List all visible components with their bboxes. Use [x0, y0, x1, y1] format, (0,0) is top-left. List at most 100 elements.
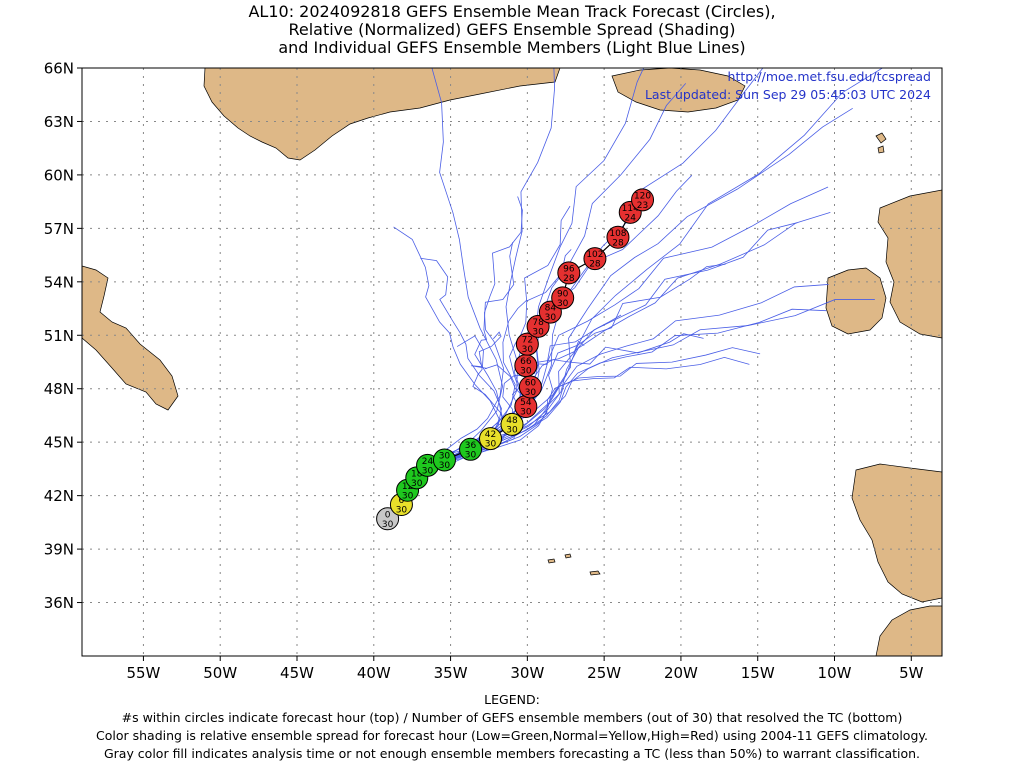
member-count-label: 28 — [563, 274, 575, 284]
legend-line-1: #s within circles indicate forecast hour… — [121, 710, 903, 725]
greenland-landmass — [203, 68, 561, 161]
forecast-hour-label: 72 — [522, 336, 533, 346]
forecast-hour-label: 102 — [586, 250, 603, 260]
member-count-label: 30 — [545, 313, 557, 323]
forecast-hour-label: 108 — [609, 229, 626, 239]
member-count-label: 28 — [612, 238, 624, 248]
last-updated-text: Last updated: Sun Sep 29 05:45:03 UTC 20… — [644, 87, 931, 102]
lon-tick-label: 10W — [818, 664, 852, 682]
forecast-hour-label: 42 — [485, 430, 496, 440]
forecast-hour-label: 120 — [634, 191, 651, 201]
forecast-hour-label: 12 — [402, 482, 413, 492]
member-count-label: 30 — [522, 345, 534, 355]
forecast-circle — [631, 188, 655, 212]
forecast-hour-label: 24 — [422, 457, 434, 467]
lon-tick-label: 15W — [741, 664, 775, 682]
member-count-label: 30 — [557, 299, 569, 309]
iberia-landmass — [851, 463, 942, 603]
title-line-1: AL10: 2024092818 GEFS Ensemble Mean Trac… — [248, 2, 776, 21]
lat-tick-label: 60N — [44, 166, 74, 184]
lat-tick-label: 66N — [44, 60, 74, 78]
member-count-label: 30 — [422, 466, 434, 476]
forecast-hour-label: 60 — [525, 378, 537, 388]
lon-tick-label: 5W — [899, 664, 924, 682]
latitude-labels: 66N 63N 60N 57N 54N 51N 48N 45N 42N 39N 36N — [44, 60, 82, 612]
forecast-circle — [515, 332, 539, 356]
member-count-label: 30 — [382, 520, 394, 530]
ireland-landmass — [825, 267, 887, 335]
forecast-hour-label: 30 — [439, 452, 451, 462]
forecast-circle — [459, 437, 483, 461]
lat-tick-label: 57N — [44, 220, 74, 238]
lat-tick-label: 39N — [44, 541, 74, 559]
member-count-label: 30 — [402, 491, 414, 501]
member-count-label: 30 — [411, 479, 423, 489]
forecast-hour-label: 78 — [532, 318, 544, 328]
map-frame — [81, 67, 943, 657]
mean-track-circles: 0306301230183024303030363042304830543060… — [376, 188, 655, 531]
member-count-label: 30 — [520, 408, 532, 418]
member-count-label: 30 — [465, 450, 477, 460]
lon-tick-label: 25W — [587, 664, 621, 682]
lon-tick-label: 20W — [664, 664, 698, 682]
forecast-circle — [376, 507, 400, 531]
forecast-circle — [432, 448, 456, 472]
member-count-label: 30 — [506, 425, 518, 435]
legend-line-3: Gray color fill indicates analysis time … — [103, 746, 921, 761]
lat-tick-label: 36N — [44, 594, 74, 612]
member-count-label: 28 — [589, 260, 601, 270]
longitude-labels: 55W 50W 45W 40W 35W 30W 25W 20W 15W 10W 5W — [126, 656, 924, 682]
legend-heading: LEGEND: — [484, 692, 540, 707]
land-masses — [82, 68, 942, 656]
lon-tick-label: 50W — [203, 664, 237, 682]
forecast-point: 030 — [376, 507, 400, 531]
member-count-label: 30 — [532, 327, 544, 337]
forecast-hour-label: 96 — [563, 264, 575, 274]
forecast-hour-label: 114 — [622, 204, 639, 214]
forecast-hour-label: 90 — [557, 289, 569, 299]
lat-tick-label: 45N — [44, 434, 74, 452]
forecast-hour-label: 54 — [520, 398, 532, 408]
graticule — [82, 68, 942, 656]
map: 0306301230183024303030363042304830543060… — [44, 60, 943, 682]
lat-tick-label: 54N — [44, 273, 74, 291]
ocean-background — [82, 68, 942, 656]
forecast-hour-label: 66 — [520, 357, 532, 367]
forecast-circle — [500, 412, 524, 436]
member-count-label: 30 — [485, 440, 497, 450]
lat-tick-label: 63N — [44, 113, 74, 131]
forecast-hour-label: 0 — [385, 510, 391, 520]
member-count-label: 30 — [520, 367, 532, 377]
lat-tick-label: 51N — [44, 327, 74, 345]
forecast-circle — [557, 261, 581, 285]
lat-tick-label: 48N — [44, 380, 74, 398]
lon-tick-label: 45W — [280, 664, 314, 682]
lon-tick-label: 55W — [126, 664, 160, 682]
legend-line-2: Color shading is relative ensemble sprea… — [96, 728, 928, 743]
newfoundland-landmass — [82, 265, 179, 411]
lon-tick-label: 30W — [510, 664, 544, 682]
north-africa-landmass — [875, 605, 942, 656]
forecast-circle — [479, 427, 502, 451]
forecast-circle — [551, 286, 575, 310]
member-count-label: 30 — [439, 461, 451, 471]
member-count-label: 30 — [396, 506, 408, 516]
forecast-circle — [606, 225, 630, 249]
forecast-circle — [583, 247, 607, 271]
credit-url-link[interactable]: http://moe.met.fsu.edu/tcspread — [727, 69, 931, 84]
lon-tick-label: 35W — [434, 664, 468, 682]
great-britain-landmass — [877, 189, 942, 339]
member-count-label: 24 — [625, 213, 637, 223]
title-line-3: and Individual GEFS Ensemble Members (Li… — [278, 38, 746, 57]
title-line-2: Relative (Normalized) GEFS Ensemble Spre… — [288, 20, 736, 39]
forecast-hour-label: 48 — [506, 416, 518, 426]
